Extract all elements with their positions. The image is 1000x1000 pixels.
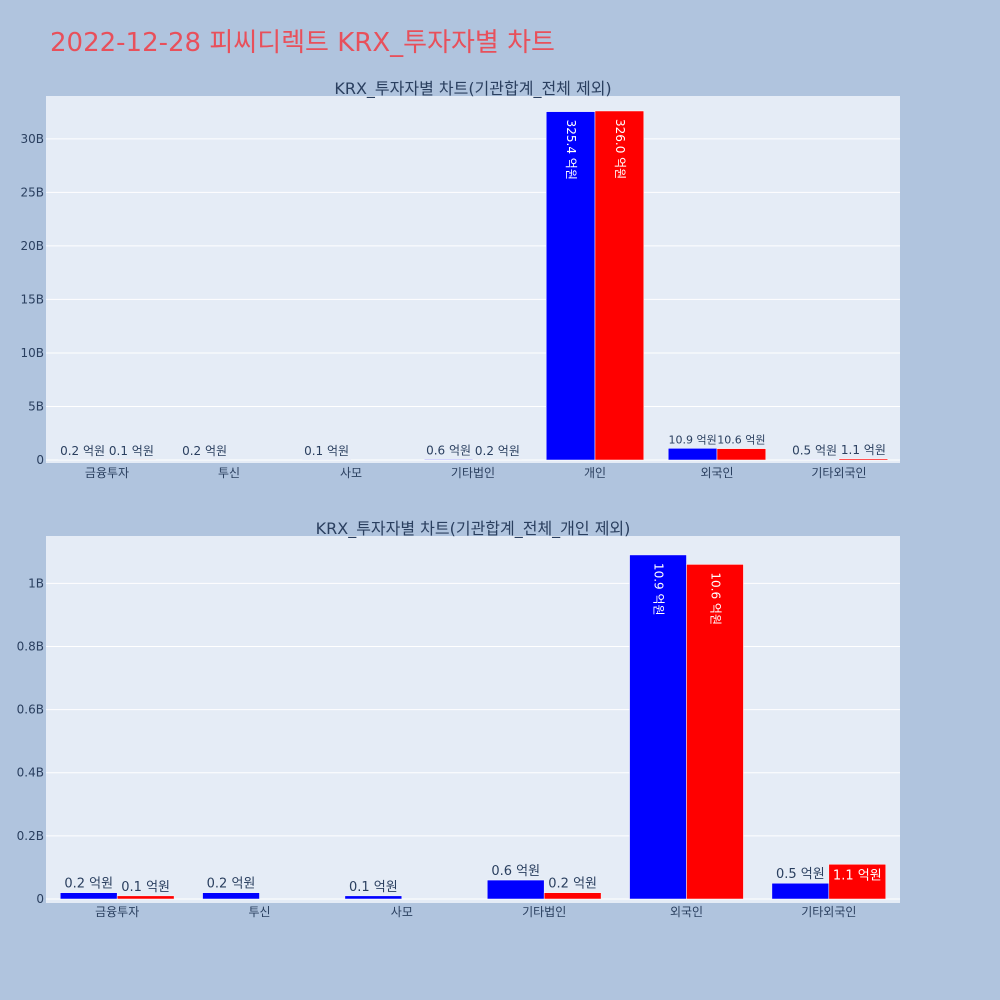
x-tick-label-1: 외국인 <box>670 905 703 919</box>
x-tick-label-1: 금융투자 <box>95 905 139 919</box>
y-tick-label-1: 0.6B <box>17 703 44 717</box>
plot-area-1 <box>46 536 900 903</box>
data-label-1: 10.9 억원 <box>652 563 666 616</box>
data-label-1: 10.6 억원 <box>708 572 722 625</box>
data-label-1: 0.6 억원 <box>491 864 540 879</box>
bar-1 <box>828 864 887 900</box>
data-label-0: 10.9 억원 <box>668 433 716 446</box>
data-label-0: 325.4 억원 <box>564 120 578 180</box>
x-tick-label-0: 사모 <box>340 466 362 480</box>
bar-1 <box>629 554 687 900</box>
chart-title-1: KRX_투자자별 차트(기관합계_전체_개인 제외) <box>316 519 631 539</box>
bar-0 <box>716 448 767 461</box>
bar-0 <box>423 459 474 461</box>
data-label-0: 0.2 억원 <box>475 444 520 458</box>
bar-1 <box>686 564 744 900</box>
bar-1 <box>486 879 545 900</box>
x-tick-label-0: 개인 <box>584 466 606 480</box>
x-tick-label-0: 기타외국인 <box>811 466 866 480</box>
data-label-0: 0.6 억원 <box>426 443 471 457</box>
y-tick-label-0: 10B <box>20 346 44 360</box>
x-tick-label-1: 사모 <box>391 905 413 919</box>
data-label-0: 0.1 억원 <box>304 444 349 458</box>
bar-0 <box>545 111 596 461</box>
x-tick-label-0: 투신 <box>218 466 240 480</box>
plot-area-0 <box>46 96 900 463</box>
data-label-1: 1.1 억원 <box>833 868 882 883</box>
bar-1 <box>116 895 175 900</box>
y-tick-label-0: 25B <box>20 185 44 199</box>
bar-1 <box>543 892 602 900</box>
x-tick-label-1: 기타외국인 <box>801 905 856 919</box>
y-tick-label-0: 5B <box>28 399 44 413</box>
data-label-0: 326.0 억원 <box>613 119 627 179</box>
bar-0 <box>667 448 718 461</box>
data-label-0: 0.2 억원 <box>60 444 105 458</box>
data-label-0: 0.5 억원 <box>792 443 837 457</box>
y-tick-label-1: 0.8B <box>17 639 44 653</box>
y-tick-label-0: 0 <box>36 453 44 467</box>
data-label-1: 0.1 억원 <box>349 880 398 895</box>
data-label-0: 10.6 억원 <box>717 434 765 447</box>
data-label-1: 0.2 억원 <box>64 877 113 892</box>
y-tick-label-0: 20B <box>20 239 44 253</box>
y-tick-label-0: 30B <box>20 132 44 146</box>
bar-1 <box>344 895 403 900</box>
page-title: 2022-12-28 피씨디렉트 KRX_투자자별 차트 <box>50 28 555 58</box>
data-label-1: 0.1 억원 <box>121 880 170 895</box>
bar-0 <box>838 458 889 461</box>
y-tick-label-1: 0.4B <box>17 766 44 780</box>
data-label-0: 1.1 억원 <box>841 443 886 457</box>
data-label-1: 0.2 억원 <box>207 877 256 892</box>
x-tick-label-0: 금융투자 <box>85 466 129 480</box>
bar-0 <box>789 459 840 461</box>
y-tick-label-0: 15B <box>20 292 44 306</box>
bar-1 <box>202 892 260 900</box>
data-label-0: 0.1 억원 <box>109 444 154 458</box>
bar-1 <box>59 892 118 900</box>
chart-title-0: KRX_투자자별 차트(기관합계_전체 제외) <box>334 79 611 99</box>
y-tick-label-1: 1B <box>28 576 44 590</box>
y-tick-label-1: 0 <box>36 892 44 906</box>
x-tick-label-0: 외국인 <box>700 466 733 480</box>
x-tick-label-0: 기타법인 <box>451 466 495 480</box>
y-tick-label-1: 0.2B <box>17 829 44 843</box>
data-label-0: 0.2 억원 <box>182 444 227 458</box>
bar-1 <box>771 882 830 900</box>
x-tick-label-1: 투신 <box>248 905 270 919</box>
data-label-1: 0.5 억원 <box>776 867 825 882</box>
bar-0 <box>594 110 645 461</box>
data-label-1: 0.2 억원 <box>548 877 597 892</box>
x-tick-label-1: 기타법인 <box>522 905 566 919</box>
